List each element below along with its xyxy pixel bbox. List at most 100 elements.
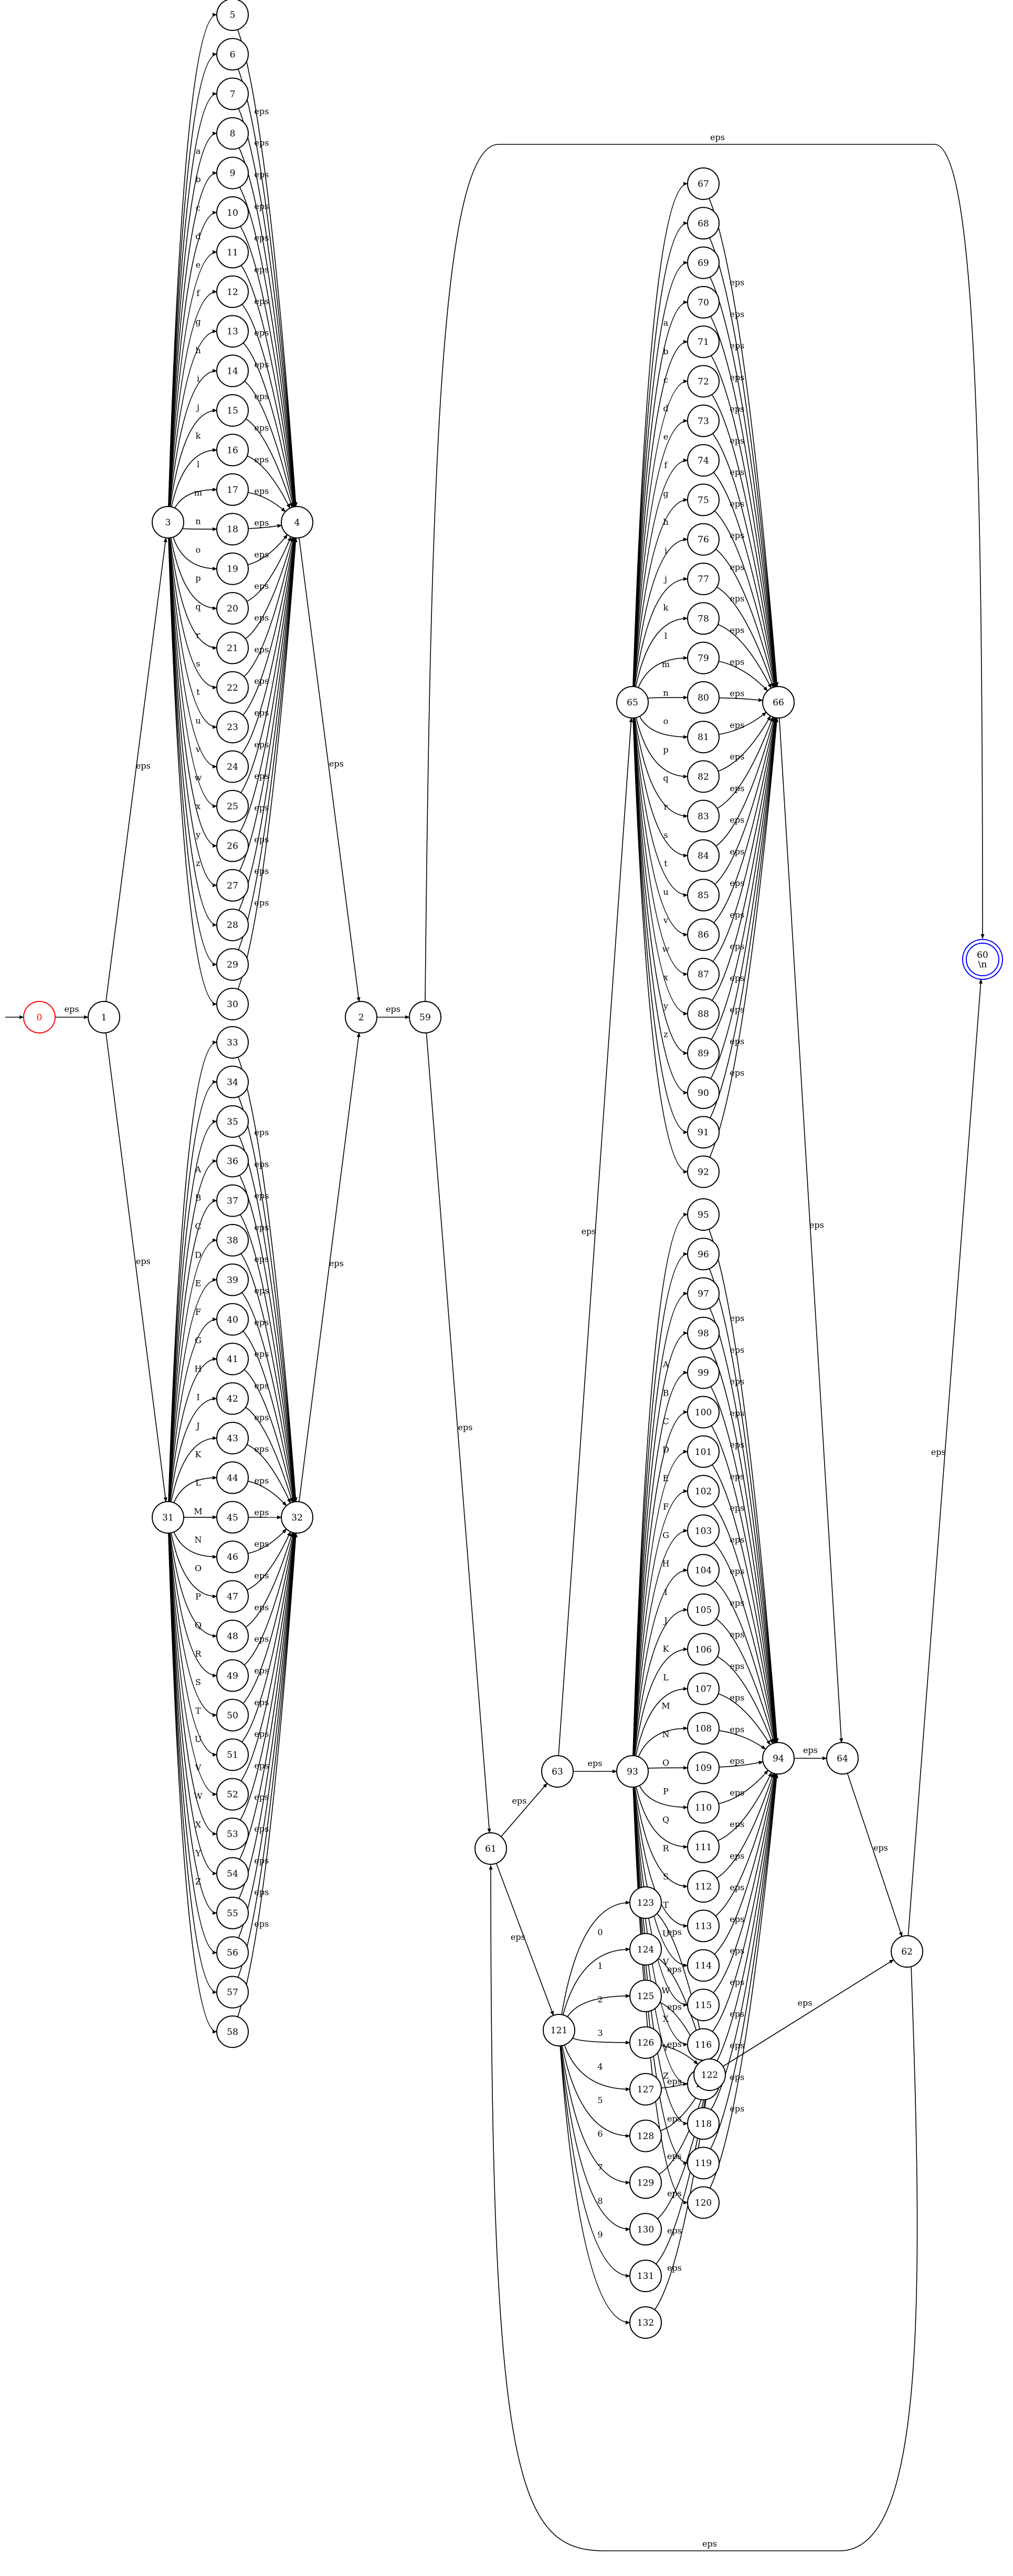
state-50: 50 xyxy=(217,1699,248,1731)
state-129: 129 xyxy=(630,2167,661,2198)
state-label: 102 xyxy=(695,1486,712,1497)
state-47: 47 xyxy=(217,1581,248,1612)
edge-65-78-label: l xyxy=(664,631,667,641)
edge-130-122-label: eps xyxy=(667,2188,682,2198)
state-label: 38 xyxy=(227,1236,238,1246)
edge-114-94-label: eps xyxy=(730,1914,744,1924)
state-label: 22 xyxy=(227,683,238,693)
edge-3-10-label: f xyxy=(197,288,201,298)
state-28: 28 xyxy=(217,909,248,941)
edge-113-94-label: eps xyxy=(730,1883,744,1893)
edge-123-122-label: eps xyxy=(667,1927,682,1937)
state-label: 23 xyxy=(227,722,238,733)
edge-107-94-label: eps xyxy=(730,1693,744,1703)
edge-3-28-label: x xyxy=(196,801,201,811)
state-62: 62 xyxy=(891,1936,923,1967)
edge-93-117-label: W xyxy=(661,1986,670,1996)
edge-59-60-arc-label: eps xyxy=(710,132,725,142)
edge-101-94-label: eps xyxy=(730,1503,744,1513)
state-20: 20 xyxy=(217,593,248,624)
state-13: 13 xyxy=(217,315,248,347)
edge-124-122-label: eps xyxy=(667,1965,682,1975)
state-72: 72 xyxy=(688,366,719,397)
edge-66-64-label: eps xyxy=(809,1220,824,1230)
edge-93-107 xyxy=(636,1689,688,1756)
state-label: 91 xyxy=(698,1127,709,1138)
state-34: 34 xyxy=(217,1066,248,1097)
edge-27-4-label: eps xyxy=(254,803,269,812)
edge-62-60 xyxy=(908,979,981,1936)
edge-3-29-label: y xyxy=(195,830,201,840)
edge-16-4-label: eps xyxy=(254,455,269,464)
state-label: 101 xyxy=(695,1447,712,1458)
edge-106-94-label: eps xyxy=(730,1661,744,1671)
state-124: 124 xyxy=(630,1934,661,1965)
edge-58-32-label: eps xyxy=(254,1919,269,1929)
state-18: 18 xyxy=(217,513,248,545)
state-label: 123 xyxy=(637,1898,654,1908)
state-17: 17 xyxy=(217,474,248,505)
edge-36-32-label: eps xyxy=(254,1222,269,1232)
edge-93-108-label: N xyxy=(662,1729,670,1739)
edge-40-32-label: eps xyxy=(254,1349,269,1359)
state-label: 42 xyxy=(227,1394,238,1405)
state-label: 66 xyxy=(773,698,784,708)
edge-65-92-label: z xyxy=(663,1029,668,1039)
edge-93-101-label: G xyxy=(662,1530,669,1540)
edge-131-122-label: eps xyxy=(667,2226,682,2236)
state-27: 27 xyxy=(217,870,248,901)
state-23: 23 xyxy=(217,711,248,743)
state-label: 50 xyxy=(227,1711,238,1721)
edge-65-90-label: x xyxy=(663,973,668,983)
state-label: 53 xyxy=(227,1829,238,1840)
edge-3-21-label: q xyxy=(195,601,201,611)
state-label: 64 xyxy=(837,1754,848,1764)
state-86: 86 xyxy=(688,919,719,951)
state-60: 60\n xyxy=(963,939,1003,979)
state-label: 113 xyxy=(695,1921,712,1931)
edge-3-27-label: w xyxy=(195,773,202,783)
edge-30-4-label: eps xyxy=(254,898,269,907)
edge-121-123-label: 0 xyxy=(597,1927,603,1937)
state-61: 61 xyxy=(475,1833,507,1864)
state-131: 131 xyxy=(630,2260,661,2292)
edge-34-32-label: eps xyxy=(254,1159,269,1169)
edge-121-126-label: 3 xyxy=(597,2028,603,2038)
edge-72-66-label: eps xyxy=(730,436,744,446)
edge-3-20 xyxy=(171,537,217,608)
edge-70-66-label: eps xyxy=(730,372,744,382)
state-label: 30 xyxy=(227,999,238,1010)
state-79: 79 xyxy=(688,642,719,674)
edge-59-61-label: eps xyxy=(458,1422,472,1432)
state-88: 88 xyxy=(688,998,719,1029)
state-114: 114 xyxy=(688,1950,719,1981)
state-label: 87 xyxy=(698,969,709,980)
state-9: 9 xyxy=(217,157,248,189)
edge-65-81-label: o xyxy=(663,716,669,726)
edge-93-113-label: S xyxy=(663,1872,669,1882)
state-104: 104 xyxy=(688,1555,719,1586)
edge-111-94 xyxy=(718,1772,772,1841)
edge-59-61 xyxy=(426,1033,489,1833)
edge-93-103 xyxy=(634,1530,688,1756)
state-label: 79 xyxy=(698,653,709,664)
state-25: 25 xyxy=(217,790,248,822)
edge-85-66-label: eps xyxy=(730,847,744,857)
state-4: 4 xyxy=(281,506,313,538)
edge-122-62-label: eps xyxy=(798,1998,812,2008)
state-label: 26 xyxy=(227,841,238,851)
state-83: 83 xyxy=(688,800,719,832)
edge-3-26-label: v xyxy=(195,744,201,754)
state-label: 112 xyxy=(695,1882,712,1892)
state-label: 49 xyxy=(227,1671,238,1681)
state-21: 21 xyxy=(217,632,248,663)
edge-127-122-label: eps xyxy=(667,2076,682,2086)
state-63: 63 xyxy=(542,1756,573,1787)
state-95: 95 xyxy=(688,1199,719,1230)
state-label: 114 xyxy=(695,1961,712,1971)
edge-93-118-label: X xyxy=(663,2014,669,2024)
accept-tag: \n xyxy=(978,959,987,970)
edge-3-30-label: z xyxy=(196,858,200,868)
state-label: 74 xyxy=(698,456,709,466)
